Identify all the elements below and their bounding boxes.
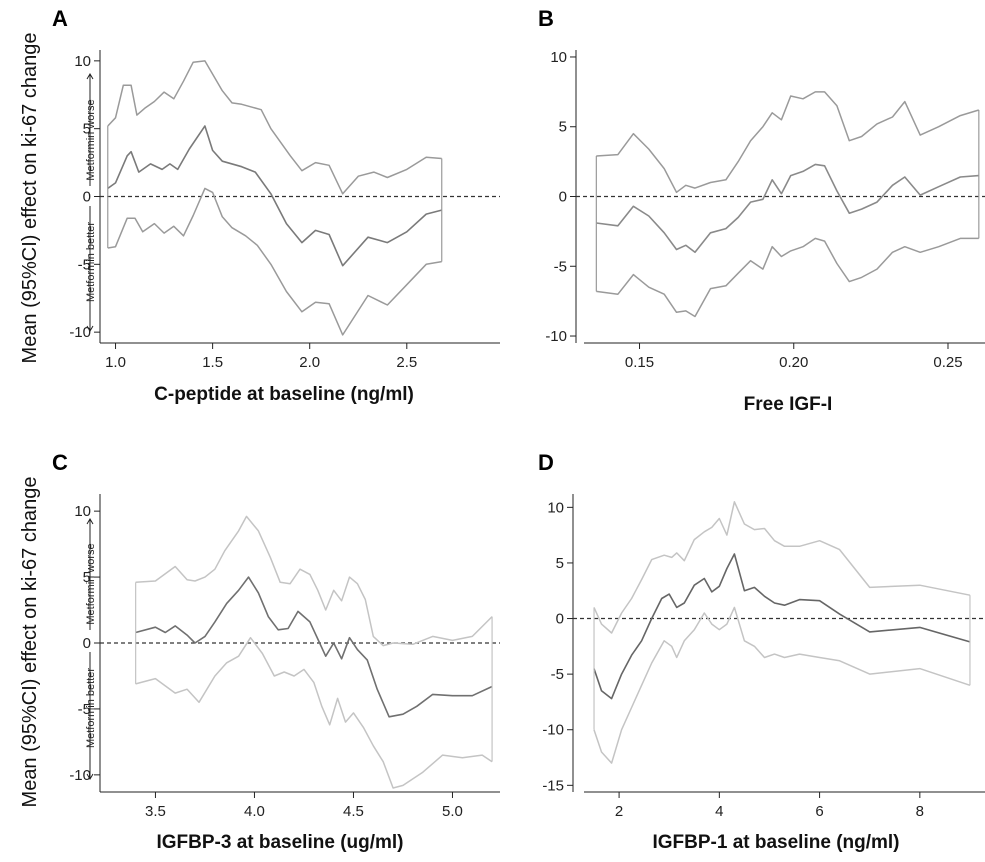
annotation-better-a: Metformin better — [85, 222, 97, 302]
y-tick-label: 5 — [559, 119, 567, 136]
annotation-worse-a: Metformin worse — [85, 99, 97, 180]
y-tick-label: -10 — [542, 722, 564, 739]
series-upper-line — [107, 60, 442, 195]
series-mean-line — [593, 553, 971, 700]
panel-b: B 10 5 0 -5 -10 0.15 0.20 0.25 Free IGF-I — [538, 6, 985, 415]
y-tick-label: 10 — [550, 49, 567, 66]
y-tick-label: -5 — [78, 701, 91, 718]
x-tick-label: 0.15 — [625, 354, 654, 371]
series-lower-line — [107, 187, 442, 336]
panel-c: C 10 5 0 -5 -10 3.5 4.0 4.5 5.0 IGFBP-3 at basel… — [19, 450, 500, 853]
xlabel-d: IGFBP-1 at baseline (ng/ml) — [652, 832, 899, 853]
x-tick-label: 2 — [615, 803, 623, 820]
x-tick-label: 1.5 — [202, 354, 223, 371]
y-tick-label: -10 — [69, 324, 91, 341]
x-tick-label: 5.0 — [442, 803, 463, 820]
series-mean-line — [596, 163, 979, 254]
series-mean-line — [107, 125, 442, 267]
series-upper-line — [593, 501, 971, 634]
panel-d: D 10 5 0 -5 -10 -15 2 4 6 8 IGFBP-1 at baseline (… — [538, 450, 985, 853]
series-mean-line — [135, 576, 493, 718]
y-tick-label: 0 — [83, 635, 91, 652]
y-tick-label: 5 — [83, 569, 91, 586]
series-lower-line — [593, 606, 971, 764]
y-tick-label: -10 — [545, 328, 567, 345]
x-tick-label: 2.5 — [396, 354, 417, 371]
y-tick-label: 10 — [74, 53, 91, 70]
y-tick-label: 0 — [83, 189, 91, 206]
ylabel-c: Mean (95%CI) effect on ki-67 change — [19, 477, 41, 808]
y-tick-label: 5 — [556, 555, 564, 572]
x-tick-label: 4 — [715, 803, 723, 820]
x-tick-label: 8 — [916, 803, 924, 820]
plot-b: 10 5 0 -5 -10 0.15 0.20 0.25 — [545, 49, 985, 371]
y-tick-label: 5 — [83, 121, 91, 138]
xlabel-a: C-peptide at baseline (ng/ml) — [154, 384, 414, 405]
ylabel-a: Mean (95%CI) effect on ki-67 change — [19, 33, 41, 364]
annotation-arrows-a — [86, 73, 94, 332]
annotation-worse-c: Metformin worse — [85, 543, 97, 624]
annotation-arrows-c — [86, 518, 94, 780]
xlabel-c: IGFBP-3 at baseline (ug/ml) — [156, 832, 403, 853]
y-tick-label: -5 — [78, 256, 91, 273]
y-tick-label: 10 — [74, 503, 91, 520]
x-tick-label: 0.25 — [933, 354, 962, 371]
y-tick-label: 10 — [547, 499, 564, 516]
plot-c: 10 5 0 -5 -10 3.5 4.0 4.5 5.0 — [69, 494, 500, 820]
panel-a: A 10 5 0 -5 -10 1.0 1.5 2.0 2.5 C-peptide at bas… — [19, 6, 500, 405]
x-tick-label: 6 — [815, 803, 823, 820]
x-tick-label: 4.0 — [244, 803, 265, 820]
annotation-better-c: Metformin better — [85, 668, 97, 748]
panel-letter-d: D — [538, 450, 554, 475]
plot-d: 10 5 0 -5 -10 -15 2 4 6 8 — [542, 494, 985, 820]
series-lower-line — [135, 636, 493, 789]
xlabel-b: Free IGF-I — [744, 394, 833, 415]
y-tick-label: -5 — [551, 666, 564, 683]
x-tick-label: 0.20 — [779, 354, 808, 371]
panel-letter-b: B — [538, 6, 554, 31]
panel-letter-a: A — [52, 6, 68, 31]
series-upper-line — [135, 515, 493, 647]
y-tick-label: 0 — [559, 189, 567, 206]
y-tick-label: -15 — [542, 777, 564, 794]
x-tick-label: 4.5 — [343, 803, 364, 820]
x-tick-label: 3.5 — [145, 803, 166, 820]
x-tick-label: 1.0 — [105, 354, 126, 371]
series-upper-line — [596, 91, 980, 194]
x-tick-label: 2.0 — [299, 354, 320, 371]
series-lower-line — [596, 237, 979, 318]
y-tick-label: -5 — [554, 258, 567, 275]
y-tick-label: 0 — [556, 611, 564, 628]
panel-letter-c: C — [52, 450, 68, 475]
plot-a: 10 5 0 -5 -10 1.0 1.5 2.0 2.5 — [69, 50, 500, 371]
y-tick-label: -10 — [69, 767, 91, 784]
